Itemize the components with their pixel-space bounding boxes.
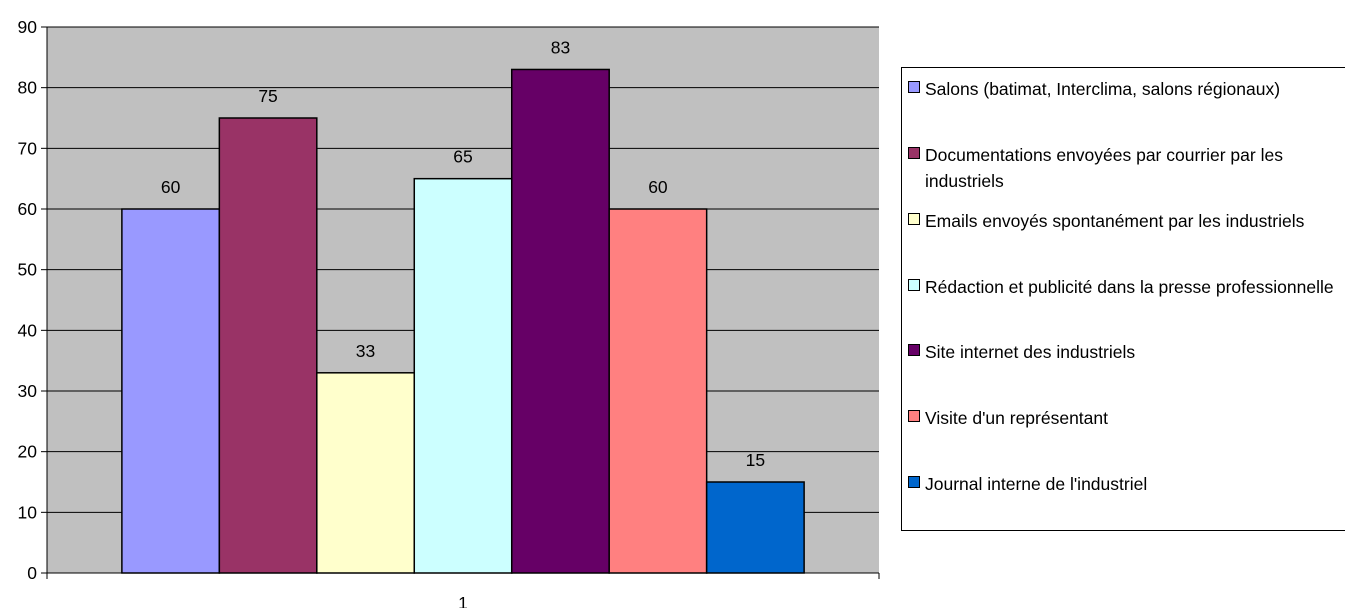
legend-swatch [908,476,920,488]
legend: Salons (batimat, Interclima, salons régi… [901,67,1345,531]
y-tick-label: 40 [18,320,38,340]
legend-item: Site internet des industriels [908,339,1341,365]
y-tick-label: 50 [18,260,38,280]
x-tick-label: 1 [458,593,468,608]
legend-label: Salons (batimat, Interclima, salons régi… [925,79,1281,99]
legend-item: Journal interne de l'industriel [908,471,1341,497]
y-tick-label: 90 [18,17,38,37]
y-tick-label: 60 [18,199,38,219]
y-tick-label: 80 [18,78,38,98]
legend-swatch [908,81,920,93]
legend-swatch [908,279,920,291]
data-label: 83 [551,37,570,57]
legend-label: Documentations envoyées par courrier par… [925,145,1283,191]
bar [413,177,513,574]
legend-label: Visite d'un représentant [925,408,1108,428]
y-axis-ticks: 0 10 20 30 40 50 60 70 80 90 [18,17,47,583]
bar [608,208,708,574]
legend-label: Rédaction et publicité dans la presse pr… [925,277,1334,297]
legend-label: Site internet des industriels [925,342,1136,362]
data-label: 60 [161,177,181,197]
legend-label: Journal interne de l'industriel [925,474,1148,494]
legend-item: Documentations envoyées par courrier par… [908,142,1341,194]
data-label: 15 [746,450,765,470]
bar [316,372,416,574]
legend-swatch [908,213,920,225]
bar [705,481,805,574]
y-tick-label: 70 [18,138,38,158]
legend-item: Rédaction et publicité dans la presse pr… [908,274,1341,300]
legend-swatch [908,410,920,422]
y-tick-label: 0 [27,563,37,583]
bar [218,117,318,574]
legend-item: Visite d'un représentant [908,405,1341,431]
y-tick-label: 10 [18,502,38,522]
y-tick-label: 30 [18,381,38,401]
legend-swatch [908,147,920,159]
data-label: 60 [648,177,668,197]
y-tick-label: 20 [18,442,38,462]
data-labels: 60 75 33 65 83 60 15 [161,37,765,470]
bar [510,68,610,574]
data-label: 65 [453,147,472,167]
legend-item: Salons (batimat, Interclima, salons régi… [908,76,1341,102]
data-label: 75 [258,86,277,106]
bar [121,208,221,574]
legend-item: Emails envoyés spontanément par les indu… [908,208,1341,234]
legend-swatch [908,344,920,356]
legend-label: Emails envoyés spontanément par les indu… [925,211,1305,231]
data-label: 33 [356,341,375,361]
x-axis-ticks: 1 [46,573,880,608]
bars [121,68,805,574]
